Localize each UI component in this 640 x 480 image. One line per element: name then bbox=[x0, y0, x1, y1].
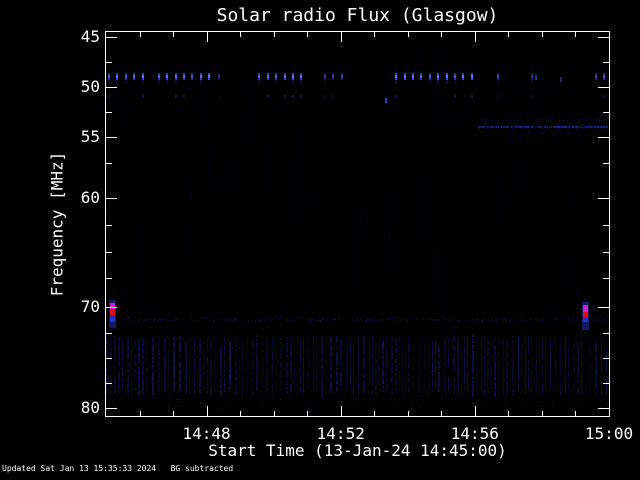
axis-tick bbox=[508, 411, 509, 416]
axis-tick bbox=[575, 411, 576, 416]
axis-tick bbox=[106, 112, 112, 113]
axis-tick bbox=[441, 411, 442, 416]
axis-tick bbox=[173, 32, 174, 37]
y-tick-label: 50 bbox=[80, 76, 100, 96]
axis-tick bbox=[106, 307, 117, 308]
spectrogram-image bbox=[106, 32, 609, 416]
axis-tick bbox=[603, 163, 609, 164]
y-axis-title: Frequency [MHz] bbox=[47, 151, 67, 297]
axis-tick bbox=[598, 408, 609, 409]
status-line: Updated Sat Jan 13 15:35:33 2024 BG subt… bbox=[2, 464, 234, 473]
axis-tick bbox=[341, 32, 342, 42]
axis-tick bbox=[475, 406, 476, 416]
axis-tick bbox=[542, 411, 543, 416]
axis-tick bbox=[408, 411, 409, 416]
axis-tick bbox=[603, 383, 609, 384]
axis-tick bbox=[598, 198, 609, 199]
plot-title: Solar radio Flux (Glasgow) bbox=[216, 5, 499, 26]
axis-tick bbox=[274, 32, 275, 37]
axis-tick bbox=[106, 252, 112, 253]
axis-tick bbox=[106, 278, 112, 279]
axis-tick bbox=[307, 32, 308, 37]
axis-tick bbox=[106, 37, 117, 38]
axis-tick bbox=[140, 32, 141, 37]
axis-tick bbox=[542, 32, 543, 37]
axis-tick bbox=[475, 32, 476, 42]
axis-tick bbox=[106, 333, 112, 334]
axis-tick bbox=[341, 406, 342, 416]
axis-tick bbox=[598, 137, 609, 138]
axis-tick bbox=[374, 32, 375, 37]
axis-tick bbox=[106, 163, 112, 164]
y-tick-label: 45 bbox=[80, 26, 100, 46]
axis-tick bbox=[106, 358, 112, 359]
axis-tick bbox=[603, 112, 609, 113]
axis-tick bbox=[575, 32, 576, 37]
axis-tick bbox=[603, 333, 609, 334]
axis-tick bbox=[408, 32, 409, 37]
axis-tick bbox=[106, 408, 117, 409]
axis-tick bbox=[274, 411, 275, 416]
axis-tick bbox=[603, 252, 609, 253]
axis-tick bbox=[207, 32, 208, 42]
axis-tick bbox=[598, 307, 609, 308]
axis-tick bbox=[603, 278, 609, 279]
x-axis-title: Start Time (13-Jan-24 14:45:00) bbox=[208, 441, 507, 460]
axis-tick bbox=[598, 87, 609, 88]
axis-tick bbox=[307, 411, 308, 416]
axis-tick bbox=[106, 87, 117, 88]
y-tick-label: 55 bbox=[80, 126, 100, 146]
axis-tick bbox=[603, 62, 609, 63]
axis-tick bbox=[598, 37, 609, 38]
axis-tick bbox=[603, 225, 609, 226]
axis-tick bbox=[106, 198, 117, 199]
axis-tick bbox=[173, 411, 174, 416]
axis-tick bbox=[240, 32, 241, 37]
axis-tick bbox=[106, 62, 112, 63]
axis-tick bbox=[106, 137, 117, 138]
axis-tick bbox=[106, 383, 112, 384]
axis-tick bbox=[441, 32, 442, 37]
y-tick-label: 70 bbox=[80, 296, 100, 316]
plot-box bbox=[105, 31, 610, 417]
axis-tick bbox=[240, 411, 241, 416]
axis-tick bbox=[374, 411, 375, 416]
axis-tick bbox=[508, 32, 509, 37]
axis-tick bbox=[207, 406, 208, 416]
y-tick-label: 80 bbox=[80, 397, 100, 417]
axis-tick bbox=[106, 225, 112, 226]
axis-tick bbox=[140, 411, 141, 416]
axis-tick bbox=[603, 358, 609, 359]
